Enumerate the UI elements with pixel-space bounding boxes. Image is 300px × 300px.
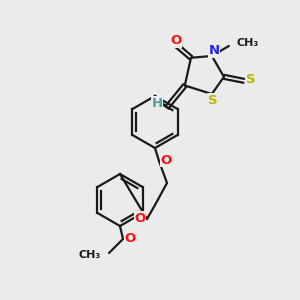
Text: O: O xyxy=(160,154,172,166)
Text: O: O xyxy=(124,232,136,244)
Text: S: S xyxy=(246,73,256,86)
Text: H: H xyxy=(151,97,162,110)
Text: S: S xyxy=(208,94,218,106)
Text: N: N xyxy=(208,44,219,58)
Text: O: O xyxy=(134,212,146,224)
Text: CH₃: CH₃ xyxy=(79,250,101,260)
Text: CH₃: CH₃ xyxy=(237,38,259,48)
Text: O: O xyxy=(170,34,182,47)
